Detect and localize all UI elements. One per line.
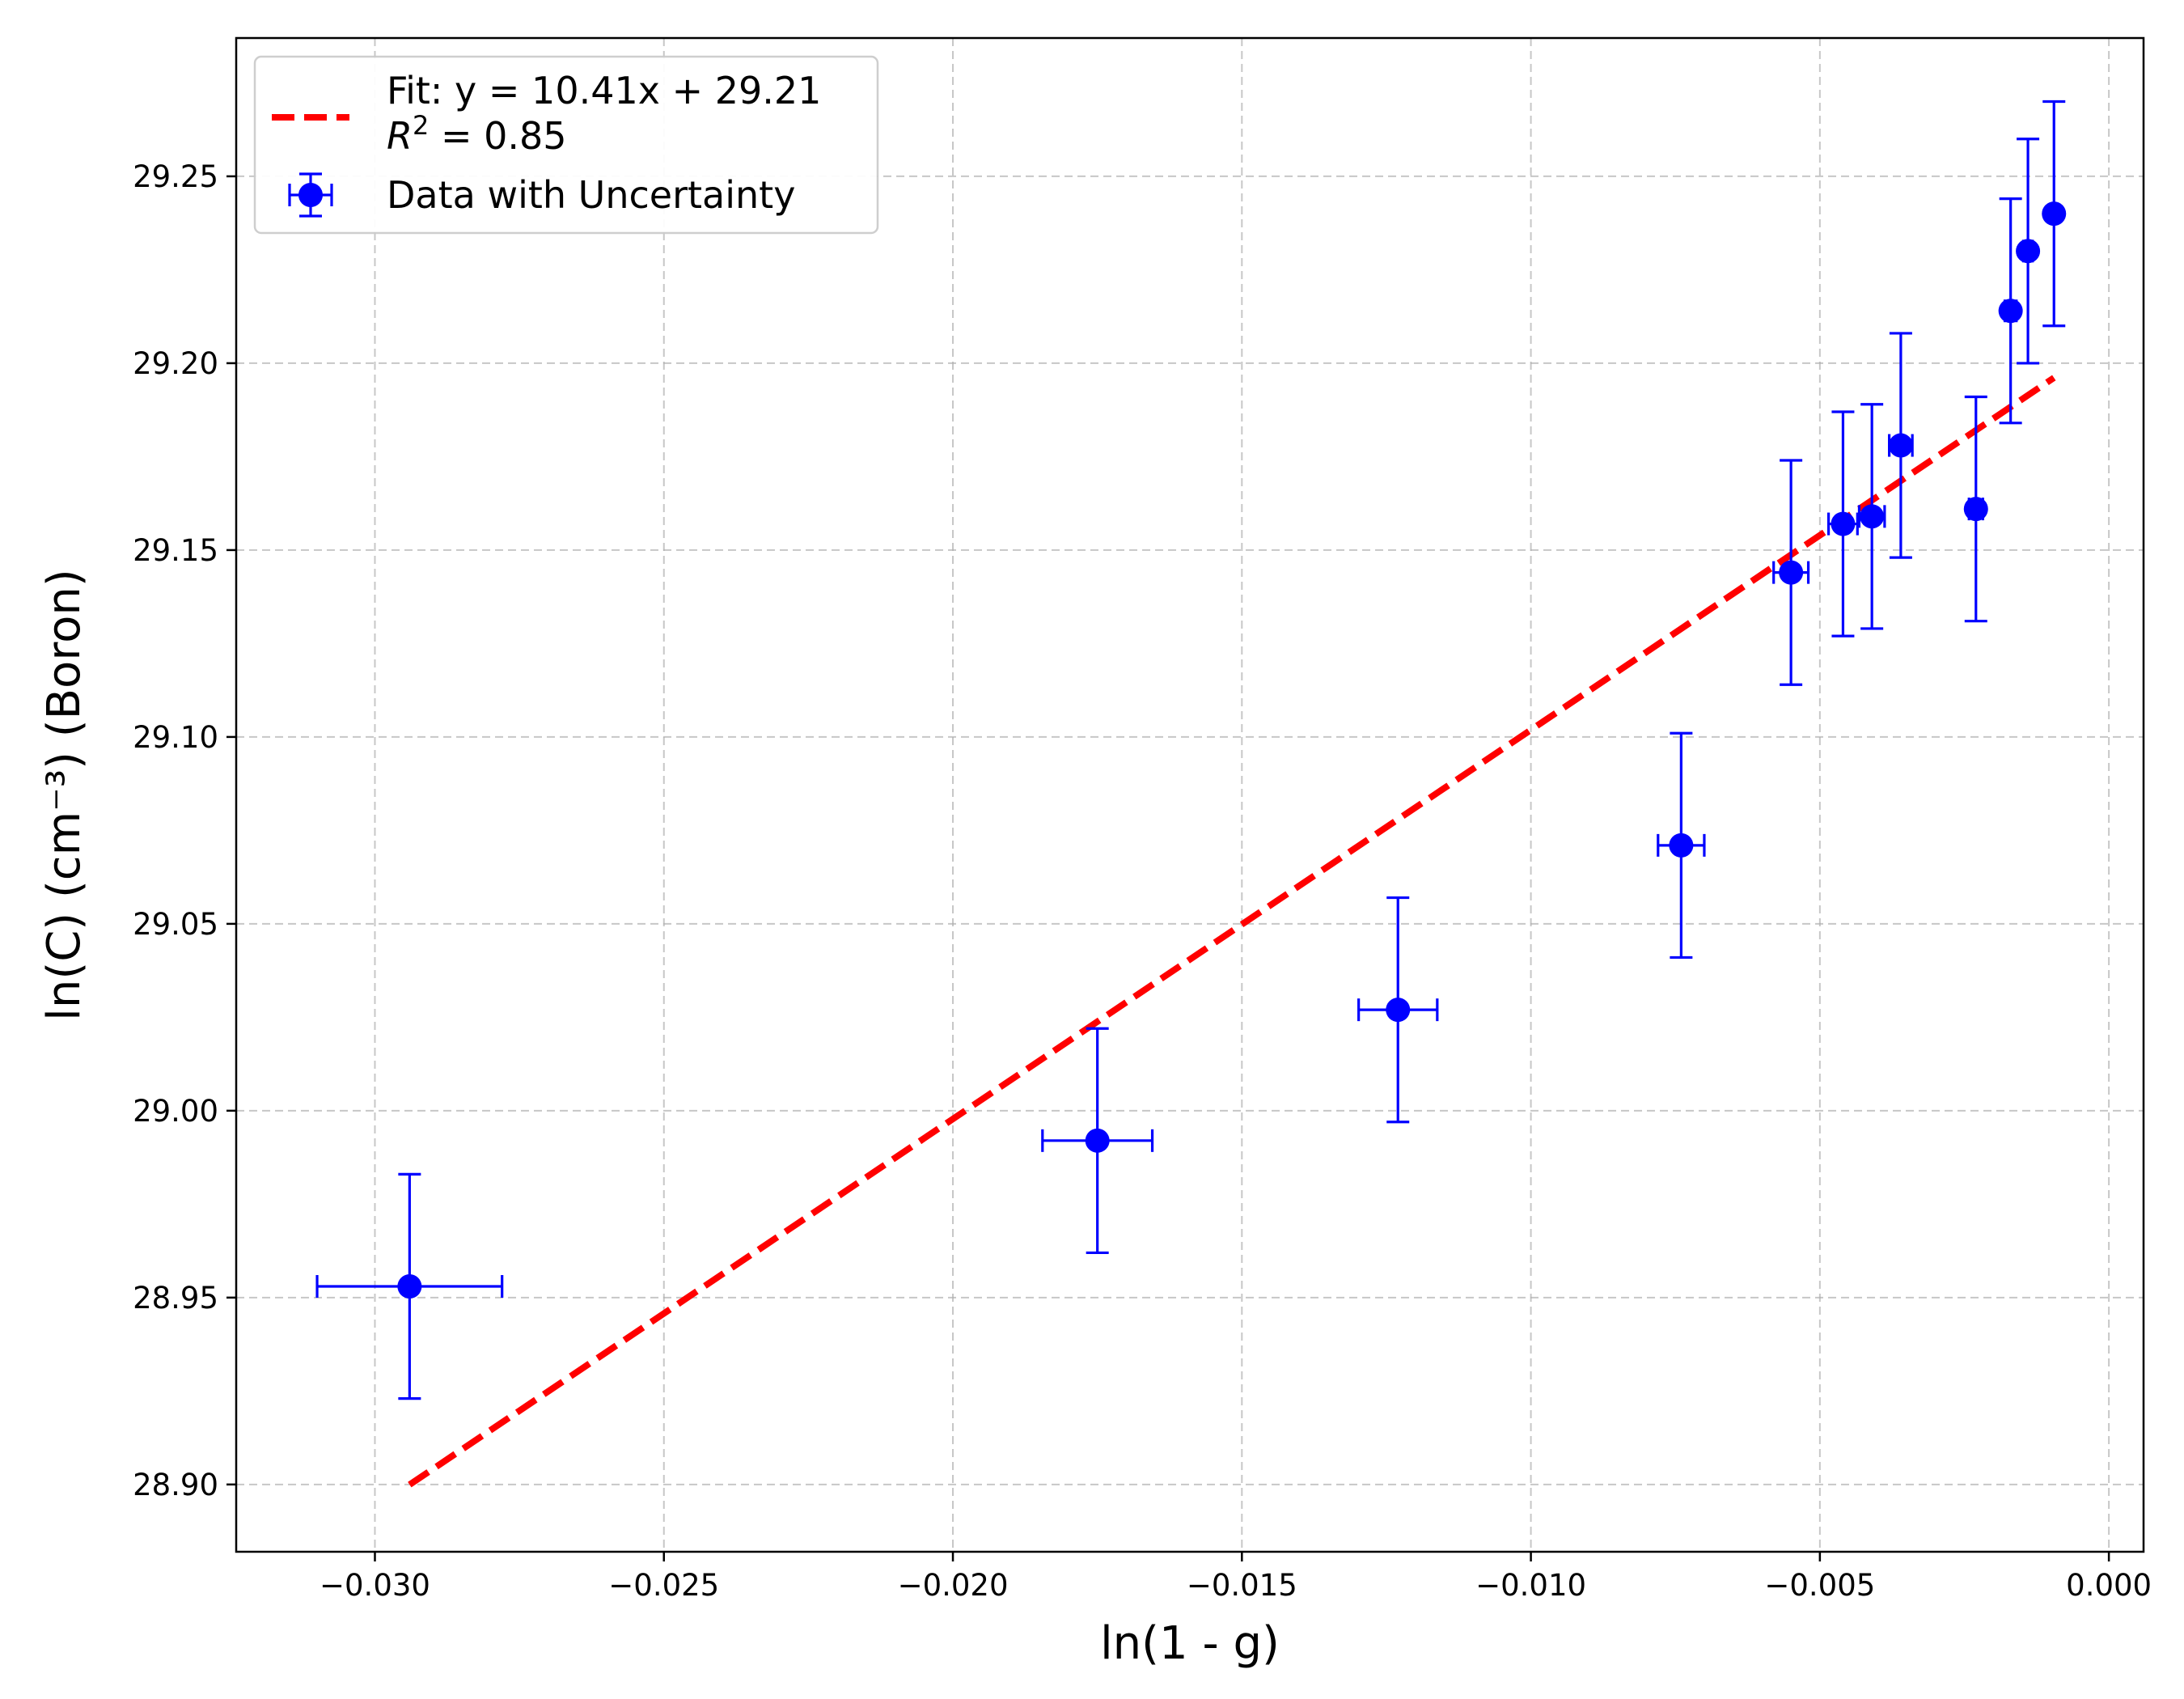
x-tick-label: −0.025 <box>608 1568 719 1603</box>
data-marker <box>1998 299 2023 324</box>
legend-box <box>253 55 879 235</box>
y-tick-label: 29.20 <box>133 346 218 381</box>
axis-ticks: −0.030 −0.025 −0.020 −0.015 −0.010 −0.005 0.00… <box>133 159 2152 1603</box>
data-marker <box>1860 504 1885 529</box>
legend-data-label: Data with Uncertainty <box>387 173 795 217</box>
legend-r2-label: R2 = 0.85 <box>387 110 567 158</box>
y-tick-label: 28.90 <box>133 1468 218 1502</box>
plot-frame <box>235 36 2145 1553</box>
y-tick-label: 29.00 <box>133 1094 218 1129</box>
legend-fit-label: Fit: y = 10.41x + 29.21 <box>387 69 821 112</box>
data-point <box>1041 1027 1154 1255</box>
data-marker <box>1779 560 1804 585</box>
fit-line-layer <box>408 375 2056 1488</box>
data-marker <box>1085 1128 1110 1153</box>
y-axis-title: ln(C) (cm⁻³) (Boron) <box>38 569 91 1020</box>
x-tick-label: −0.005 <box>1764 1568 1875 1603</box>
x-tick-label: −0.020 <box>898 1568 1009 1603</box>
legend-swatch-marker <box>298 183 323 207</box>
data-point <box>1657 731 1706 960</box>
y-tick-label: 28.95 <box>133 1281 218 1316</box>
fit-line <box>408 375 2056 1488</box>
data-marker <box>1386 998 1411 1023</box>
x-tick-label: 0.000 <box>2066 1568 2152 1603</box>
data-marker <box>1831 511 1856 536</box>
data-point <box>2016 138 2041 365</box>
data-point <box>1357 896 1439 1124</box>
data-point <box>1998 197 2023 425</box>
data-marker <box>2016 239 2041 264</box>
data-point <box>1963 395 1988 623</box>
data-marker <box>1888 433 1913 458</box>
y-tick-label: 29.05 <box>133 907 218 942</box>
data-points-layer <box>315 100 2067 1400</box>
data-point <box>1888 332 1914 559</box>
x-tick-label: −0.010 <box>1475 1568 1586 1603</box>
x-tick-label: −0.030 <box>320 1568 430 1603</box>
data-marker <box>1669 833 1694 858</box>
y-tick-label: 29.15 <box>133 533 218 568</box>
data-marker <box>1963 497 1988 522</box>
grid-lines <box>236 38 2144 1552</box>
data-point <box>1857 403 1886 630</box>
y-tick-label: 29.25 <box>133 159 218 194</box>
x-tick-label: −0.015 <box>1187 1568 1297 1603</box>
data-point <box>1826 410 1859 638</box>
legend-data-swatch <box>288 172 333 218</box>
x-axis-title: ln(1 - g) <box>1100 1617 1280 1670</box>
y-tick-label: 29.10 <box>133 720 218 755</box>
data-marker <box>397 1273 422 1299</box>
data-point <box>1772 459 1810 686</box>
data-point <box>2042 100 2067 328</box>
data-point <box>315 1172 504 1400</box>
data-marker <box>2042 201 2067 227</box>
